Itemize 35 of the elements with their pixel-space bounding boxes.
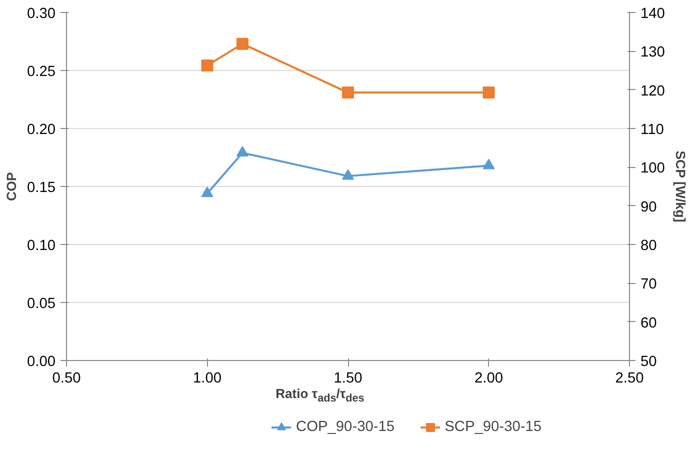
point — [342, 86, 354, 99]
y-axis-title: COP — [4, 172, 19, 201]
y2-tick-label: 110 — [640, 122, 664, 138]
y2-tick-label: 130 — [640, 44, 665, 61]
point — [482, 86, 495, 99]
point — [482, 158, 495, 170]
point — [201, 59, 214, 72]
y2-tick-label: 50 — [640, 354, 657, 370]
y2-tick-label: 70 — [640, 276, 657, 293]
legend-label: COP_90-30-15 — [296, 419, 395, 435]
y-tick-label: 0.05 — [26, 296, 56, 312]
y2-tick-label: 140 — [640, 6, 665, 22]
point — [201, 186, 214, 198]
x-tick-label: 0.50 — [52, 370, 81, 386]
y-tick-label: 0.10 — [26, 238, 56, 254]
x-tick-label: 2.50 — [615, 370, 644, 386]
legend-label: SCP_90-30-15 — [444, 419, 542, 435]
y2-tick-label: 90 — [640, 199, 657, 216]
x-tick-label: 1.50 — [334, 370, 362, 386]
point — [236, 146, 248, 157]
y2-axis-title: SCP [W/kg] — [672, 150, 688, 222]
point — [342, 169, 354, 180]
y2-tick-label: 120 — [640, 83, 665, 100]
y-tick-label: 0.25 — [26, 64, 56, 80]
y2-tick-label: 60 — [640, 315, 657, 332]
x-tick-label: 2.00 — [474, 370, 504, 386]
y2-tick-label: 80 — [640, 238, 657, 254]
x-axis-title: Ratio τ$_{ads}$/τ$_{des}$ — [274, 385, 366, 407]
y-tick-label: 0.15 — [26, 180, 56, 196]
y-tick-label: 0.20 — [26, 122, 56, 138]
point — [236, 38, 248, 50]
y-tick-label: 0.30 — [26, 6, 56, 22]
y-tick-label: 0.00 — [26, 354, 56, 370]
y2-tick-label: 100 — [640, 160, 665, 177]
x-tick-label: 1.00 — [192, 370, 222, 386]
